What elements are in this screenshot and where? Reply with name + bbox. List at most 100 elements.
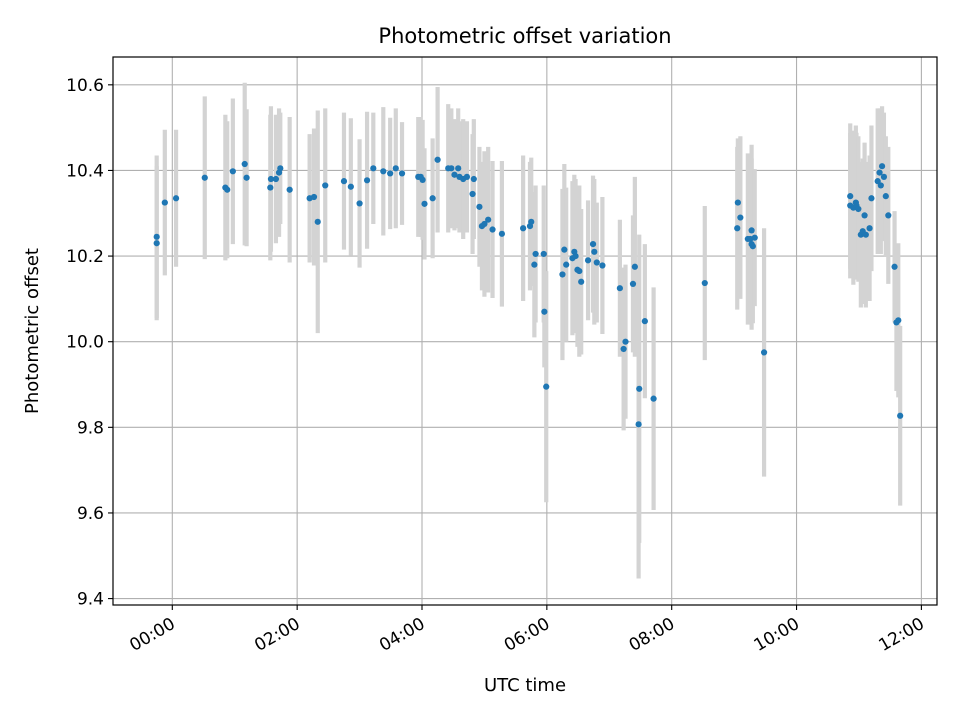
data-point xyxy=(434,156,441,163)
y-axis: 9.4 9.6 9.8 10.0 10.2 10.4 10.6 xyxy=(66,76,113,610)
data-point xyxy=(599,262,606,269)
data-point xyxy=(589,240,597,248)
data-point xyxy=(543,383,550,390)
data-point xyxy=(584,257,592,264)
data-point xyxy=(241,160,248,168)
y-tick-label: 9.4 xyxy=(77,590,104,610)
data-point xyxy=(882,193,889,200)
data-point xyxy=(531,261,538,268)
data-point xyxy=(861,212,868,219)
data-point xyxy=(862,231,869,238)
data-point xyxy=(897,412,904,419)
data-point xyxy=(593,259,600,266)
data-point xyxy=(641,318,648,325)
data-point xyxy=(419,176,426,183)
data-point xyxy=(520,225,527,232)
data-point xyxy=(498,230,506,237)
y-tick-label: 10.4 xyxy=(66,161,104,181)
data-point xyxy=(370,165,377,172)
data-point xyxy=(877,182,884,189)
data-point xyxy=(874,178,881,185)
data-point xyxy=(868,195,875,202)
data-point xyxy=(485,216,492,223)
data-point xyxy=(737,214,744,221)
data-point xyxy=(878,163,886,170)
data-point xyxy=(421,200,428,207)
data-point xyxy=(224,186,231,193)
data-point xyxy=(398,170,406,177)
data-point xyxy=(380,168,387,175)
data-point xyxy=(734,199,741,206)
data-point xyxy=(748,227,755,234)
data-point xyxy=(470,175,477,183)
data-point xyxy=(749,243,756,250)
data-point xyxy=(153,240,160,247)
data-point xyxy=(895,317,902,324)
data-point xyxy=(650,395,657,402)
y-tick-label: 10.6 xyxy=(66,76,104,96)
data-point xyxy=(540,250,547,258)
data-point xyxy=(885,212,892,219)
data-point xyxy=(635,421,642,428)
data-point xyxy=(489,226,496,233)
data-point xyxy=(153,233,160,240)
y-tick-label: 10.2 xyxy=(66,247,104,267)
data-point xyxy=(387,170,394,177)
chart-title: Photometric offset variation xyxy=(378,24,671,48)
data-point xyxy=(469,190,476,198)
data-point xyxy=(229,168,236,175)
data-point xyxy=(591,248,598,255)
data-point xyxy=(277,165,284,172)
data-point xyxy=(734,225,741,232)
data-point xyxy=(629,280,637,288)
data-point xyxy=(243,174,250,181)
data-point xyxy=(267,175,275,183)
data-point xyxy=(347,183,354,190)
data-point xyxy=(847,193,854,200)
data-point xyxy=(532,250,539,258)
data-point xyxy=(429,195,436,202)
data-point xyxy=(636,385,643,392)
data-point xyxy=(476,203,483,210)
data-point xyxy=(448,165,455,172)
data-point xyxy=(622,338,629,345)
data-point xyxy=(463,173,471,180)
y-tick-label: 10.0 xyxy=(66,333,104,353)
data-point xyxy=(322,182,329,189)
data-point xyxy=(866,225,873,232)
y-tick-label: 9.6 xyxy=(77,504,104,524)
data-point xyxy=(701,279,708,287)
data-point xyxy=(392,165,399,172)
y-axis-title: Photometric offset xyxy=(22,248,43,414)
data-point xyxy=(161,199,168,206)
data-point xyxy=(855,205,862,213)
data-point xyxy=(201,174,208,181)
data-point xyxy=(481,220,488,228)
data-point xyxy=(541,308,548,315)
data-points xyxy=(153,156,904,428)
data-point xyxy=(528,218,535,225)
data-point xyxy=(578,278,585,285)
y-tick-label: 9.8 xyxy=(77,418,104,438)
data-point xyxy=(172,195,180,202)
plot-frame xyxy=(112,56,938,606)
data-point xyxy=(310,193,318,201)
data-point xyxy=(340,178,348,185)
data-point xyxy=(631,263,638,270)
data-point xyxy=(616,285,623,292)
data-point xyxy=(563,261,570,268)
data-point xyxy=(876,169,883,176)
data-point xyxy=(267,184,274,191)
x-axis-title: UTC time xyxy=(484,675,566,696)
data-point xyxy=(561,246,568,253)
data-point xyxy=(880,173,888,180)
data-point xyxy=(451,171,458,178)
data-point xyxy=(760,349,768,356)
data-point xyxy=(455,165,462,172)
data-point xyxy=(356,200,363,207)
data-point xyxy=(620,345,627,353)
data-point xyxy=(363,177,371,184)
data-point xyxy=(272,175,280,183)
